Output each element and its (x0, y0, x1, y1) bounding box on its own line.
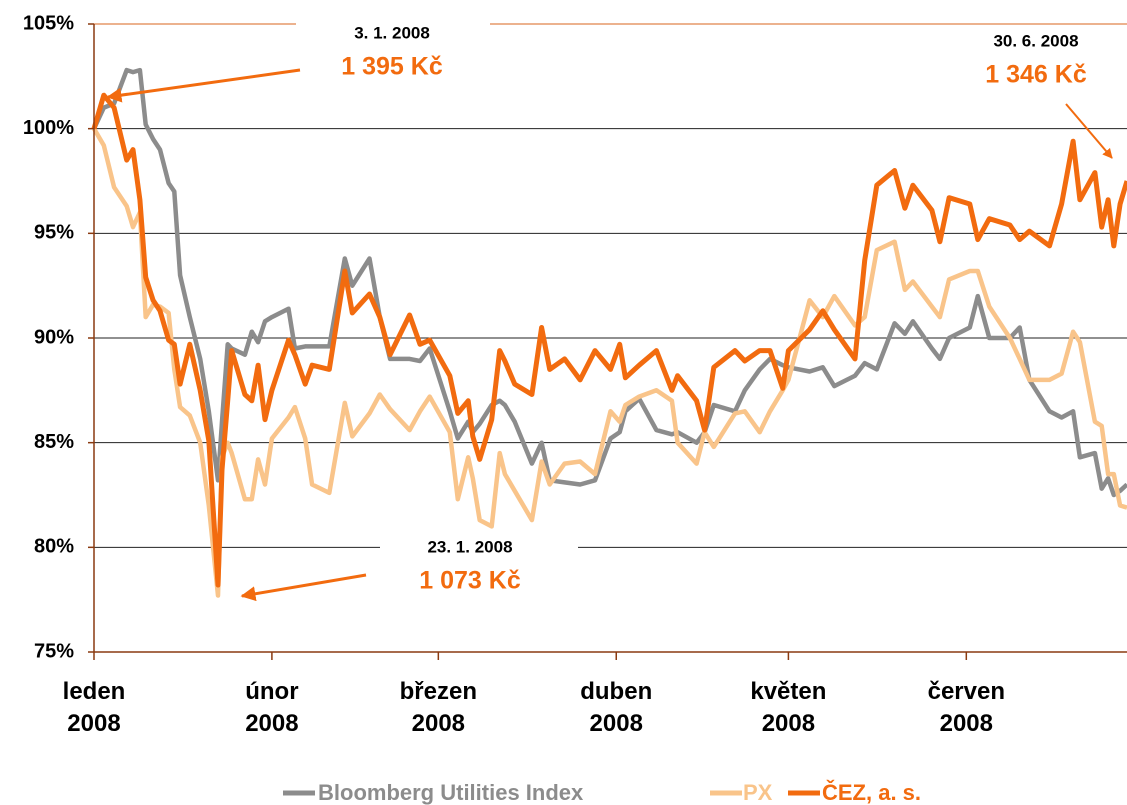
annotation-arrow (1065, 103, 1113, 159)
legend: Bloomberg Utilities Index PX ČEZ, a. s. (283, 780, 921, 805)
annotation-price: 1 346 Kč (985, 61, 1087, 89)
y-tick-label: 105% (23, 12, 74, 34)
x-tick-label: únor 2008 (245, 678, 299, 737)
x-tick-label: duben 2008 (580, 678, 653, 737)
annotation-price: 1 073 Kč (419, 567, 521, 595)
annotation-price: 1 395 Kč (341, 53, 443, 81)
legend-label: PX (743, 780, 773, 805)
x-tick-label: leden 2008 (62, 678, 126, 737)
annotation-box (296, 14, 490, 86)
annotation-date: 3. 1. 2008 (354, 23, 430, 42)
legend-label: Bloomberg Utilities Index (318, 780, 584, 805)
annotation-date: 23. 1. 2008 (427, 537, 512, 556)
annotation-date: 30. 6. 2008 (993, 31, 1078, 50)
annotation-arrow (106, 68, 301, 103)
annotation-box (380, 532, 578, 602)
series-line (91, 92, 1127, 588)
y-tick-label: 95% (34, 222, 74, 244)
y-tick-label: 100% (23, 117, 74, 139)
series-line (91, 67, 1127, 498)
x-tick-label: březen 2008 (399, 678, 477, 737)
annotation-arrow (240, 573, 367, 602)
axes: 75% 80% 85% 90% 95% 100% 105% (23, 12, 1127, 662)
y-tick-label: 75% (34, 640, 74, 662)
series-line (92, 127, 1127, 598)
legend-label: ČEZ, a. s. (822, 780, 921, 805)
annotations: 3. 1. 2008 1 395 Kč 30. 6. 2008 1 346 Kč… (106, 14, 1113, 602)
y-tick-label: 85% (34, 431, 74, 453)
x-tick-label: červen 2008 (927, 678, 1005, 737)
y-tick-label: 80% (34, 536, 74, 558)
x-tick-label: květen 2008 (750, 678, 827, 737)
lines (91, 67, 1127, 598)
y-tick-label: 90% (34, 326, 74, 348)
